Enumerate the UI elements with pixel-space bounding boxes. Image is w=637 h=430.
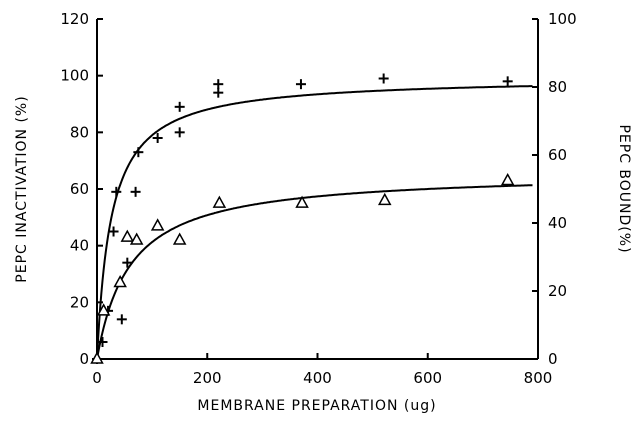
triangle-point bbox=[295, 195, 309, 208]
x-tick-label: 400 bbox=[303, 369, 332, 387]
triangle-point bbox=[120, 229, 135, 242]
y-right-tick-label: 0 bbox=[548, 350, 558, 368]
plus-point bbox=[152, 133, 163, 143]
y-right-tick-label: 40 bbox=[548, 214, 567, 232]
y-right-tick-label: 20 bbox=[548, 282, 567, 300]
x-tick-label: 0 bbox=[92, 369, 102, 387]
plus-point bbox=[213, 87, 224, 98]
y-left-tick-label: 120 bbox=[60, 10, 89, 28]
plus-point bbox=[174, 127, 185, 138]
plus-point bbox=[133, 147, 144, 158]
fit-curve-plus bbox=[96, 85, 533, 360]
data-marks bbox=[90, 73, 515, 364]
x-axis-label: MEMBRANE PREPARATION (ug) bbox=[197, 398, 436, 414]
plus-point bbox=[108, 226, 119, 237]
plus-point bbox=[213, 79, 224, 90]
x-tick-label: 600 bbox=[413, 369, 442, 387]
y-left-tick-label: 80 bbox=[70, 123, 89, 141]
y-right-tick-label: 60 bbox=[548, 146, 567, 164]
triangle-point bbox=[90, 351, 104, 364]
plus-point bbox=[174, 101, 185, 112]
plus-point bbox=[97, 337, 108, 347]
triangle-point bbox=[172, 232, 187, 245]
y-left-tick-label: 60 bbox=[70, 180, 89, 198]
x-tick-label: 200 bbox=[193, 369, 222, 387]
triangle-point bbox=[212, 195, 227, 208]
y-axis-label-left: PEPC INACTIVATION (%) bbox=[14, 95, 30, 282]
triangle-point bbox=[113, 274, 127, 288]
fit-curve-triangle bbox=[96, 184, 533, 360]
y-right-tick-label: 100 bbox=[548, 10, 577, 28]
plus-point bbox=[502, 76, 513, 87]
plus-point bbox=[122, 257, 133, 268]
triangle-point bbox=[150, 218, 165, 231]
plus-point bbox=[295, 79, 306, 90]
plus-point bbox=[378, 73, 389, 84]
y-left-tick-label: 0 bbox=[79, 350, 89, 368]
y-left-tick-label: 100 bbox=[60, 67, 89, 85]
y-right-tick-label: 80 bbox=[548, 78, 567, 96]
plus-point bbox=[111, 186, 122, 197]
triangle-point bbox=[500, 172, 515, 186]
y-left-tick-label: 20 bbox=[70, 293, 89, 311]
x-tick-label: 800 bbox=[524, 369, 553, 387]
fit-curves bbox=[96, 85, 533, 360]
y-axis-label-right: PEPC BOUND(%) bbox=[616, 124, 632, 253]
plus-point bbox=[116, 314, 127, 325]
triangle-point bbox=[377, 192, 392, 206]
plus-point bbox=[130, 186, 141, 197]
triangle-point bbox=[129, 232, 144, 245]
y-left-tick-label: 40 bbox=[70, 237, 89, 255]
triangle-point bbox=[96, 303, 111, 316]
